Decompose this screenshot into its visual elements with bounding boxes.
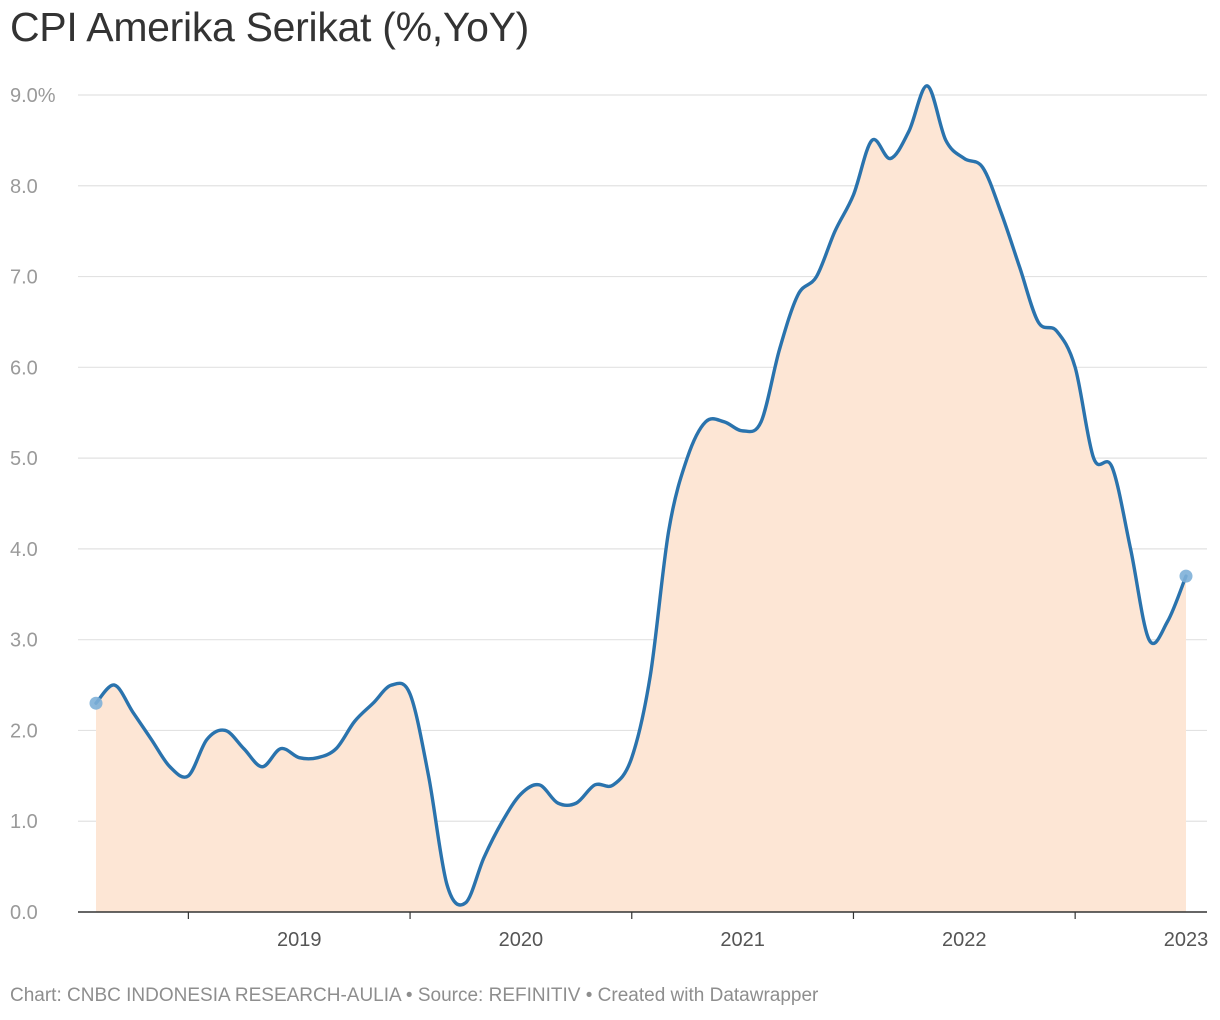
chart-footer: Chart: CNBC INDONESIA RESEARCH-AULIA • S… xyxy=(10,985,819,1006)
y-tick-label: 7.0 xyxy=(10,267,38,289)
x-tick-label: 2023 xyxy=(1164,929,1209,951)
line-layer xyxy=(94,84,1188,907)
x-axis: 2019 2020 2021 2022 2023 xyxy=(187,912,1209,951)
x-tick-label: 2020 xyxy=(499,929,544,951)
y-axis: 0.0 1.0 2.0 3.0 4.0 5.0 6.0 7.0 8.0 9.0% xyxy=(10,85,56,924)
start-point-marker xyxy=(89,696,103,710)
area-layer xyxy=(96,85,1186,912)
x-tick-label: 2019 xyxy=(277,929,322,951)
y-tick-label: 0.0 xyxy=(10,902,38,924)
chart-title: CPI Amerika Serikat (%,YoY) xyxy=(10,4,530,50)
y-tick-label: 2.0 xyxy=(10,720,38,742)
x-tick-label: 2021 xyxy=(720,929,765,951)
y-tick-label: 8.0 xyxy=(10,176,38,198)
series-line xyxy=(94,84,1188,907)
end-point-marker xyxy=(1179,569,1193,583)
area-fill xyxy=(96,85,1186,912)
x-tick-label: 2022 xyxy=(942,929,987,951)
y-tick-label: 9.0% xyxy=(10,85,56,107)
y-tick-label: 6.0 xyxy=(10,357,38,379)
end-markers xyxy=(89,569,1193,710)
y-tick-label: 3.0 xyxy=(10,630,38,652)
y-tick-label: 1.0 xyxy=(10,811,38,833)
y-tick-label: 5.0 xyxy=(10,448,38,470)
y-tick-label: 4.0 xyxy=(10,539,38,561)
